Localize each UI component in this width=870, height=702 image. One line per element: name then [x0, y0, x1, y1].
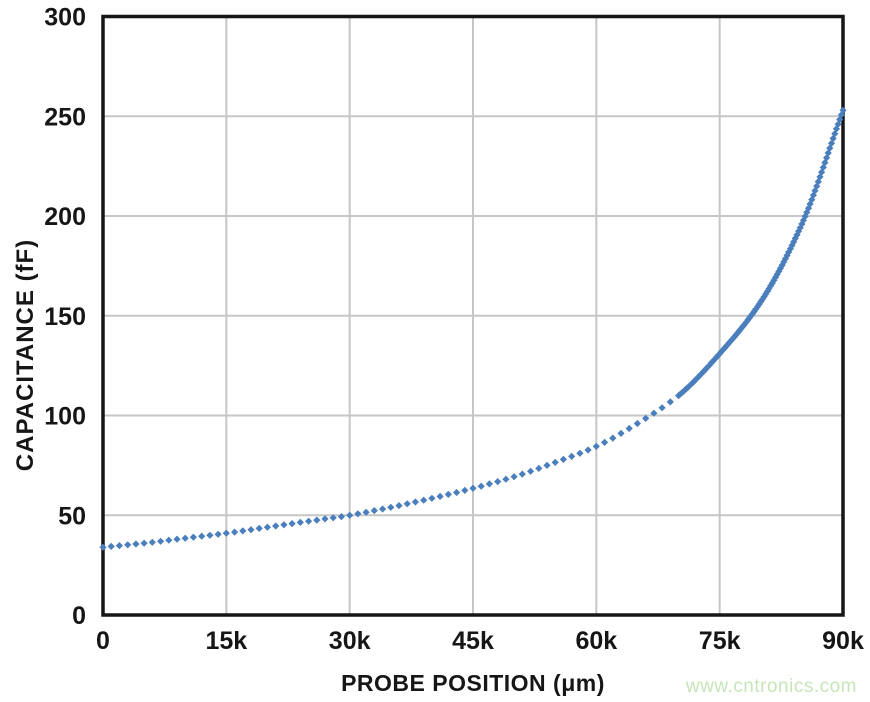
watermark-text: www.cntronics.com — [685, 676, 857, 697]
x-tick-label: 90k — [822, 627, 864, 655]
x-tick-label: 75k — [699, 627, 741, 655]
x-tick-label: 45k — [452, 627, 494, 655]
gridlines-group — [103, 16, 843, 615]
y-tick-label: 300 — [44, 4, 86, 32]
y-tick-label: 250 — [44, 103, 86, 131]
plot-border — [101, 14, 845, 617]
x-tick-label: 15k — [205, 627, 247, 655]
x-axis-title: PROBE POSITION (μm) — [341, 670, 605, 696]
y-tick-label: 200 — [44, 203, 86, 231]
x-tick-label: 30k — [329, 627, 371, 655]
tick-labels-group: 0 15k 30k 45k 60k 75k 90k 0 50 100 150 200 250 300 — [44, 4, 864, 656]
x-tick-label: 0 — [96, 627, 110, 655]
y-tick-label: 150 — [44, 303, 86, 331]
y-tick-label: 100 — [44, 403, 86, 431]
x-tick-label: 60k — [575, 627, 617, 655]
y-tick-label: 0 — [72, 602, 86, 630]
y-axis-title: CAPACITANCE (fF) — [12, 239, 39, 471]
y-tick-label: 50 — [58, 502, 86, 530]
